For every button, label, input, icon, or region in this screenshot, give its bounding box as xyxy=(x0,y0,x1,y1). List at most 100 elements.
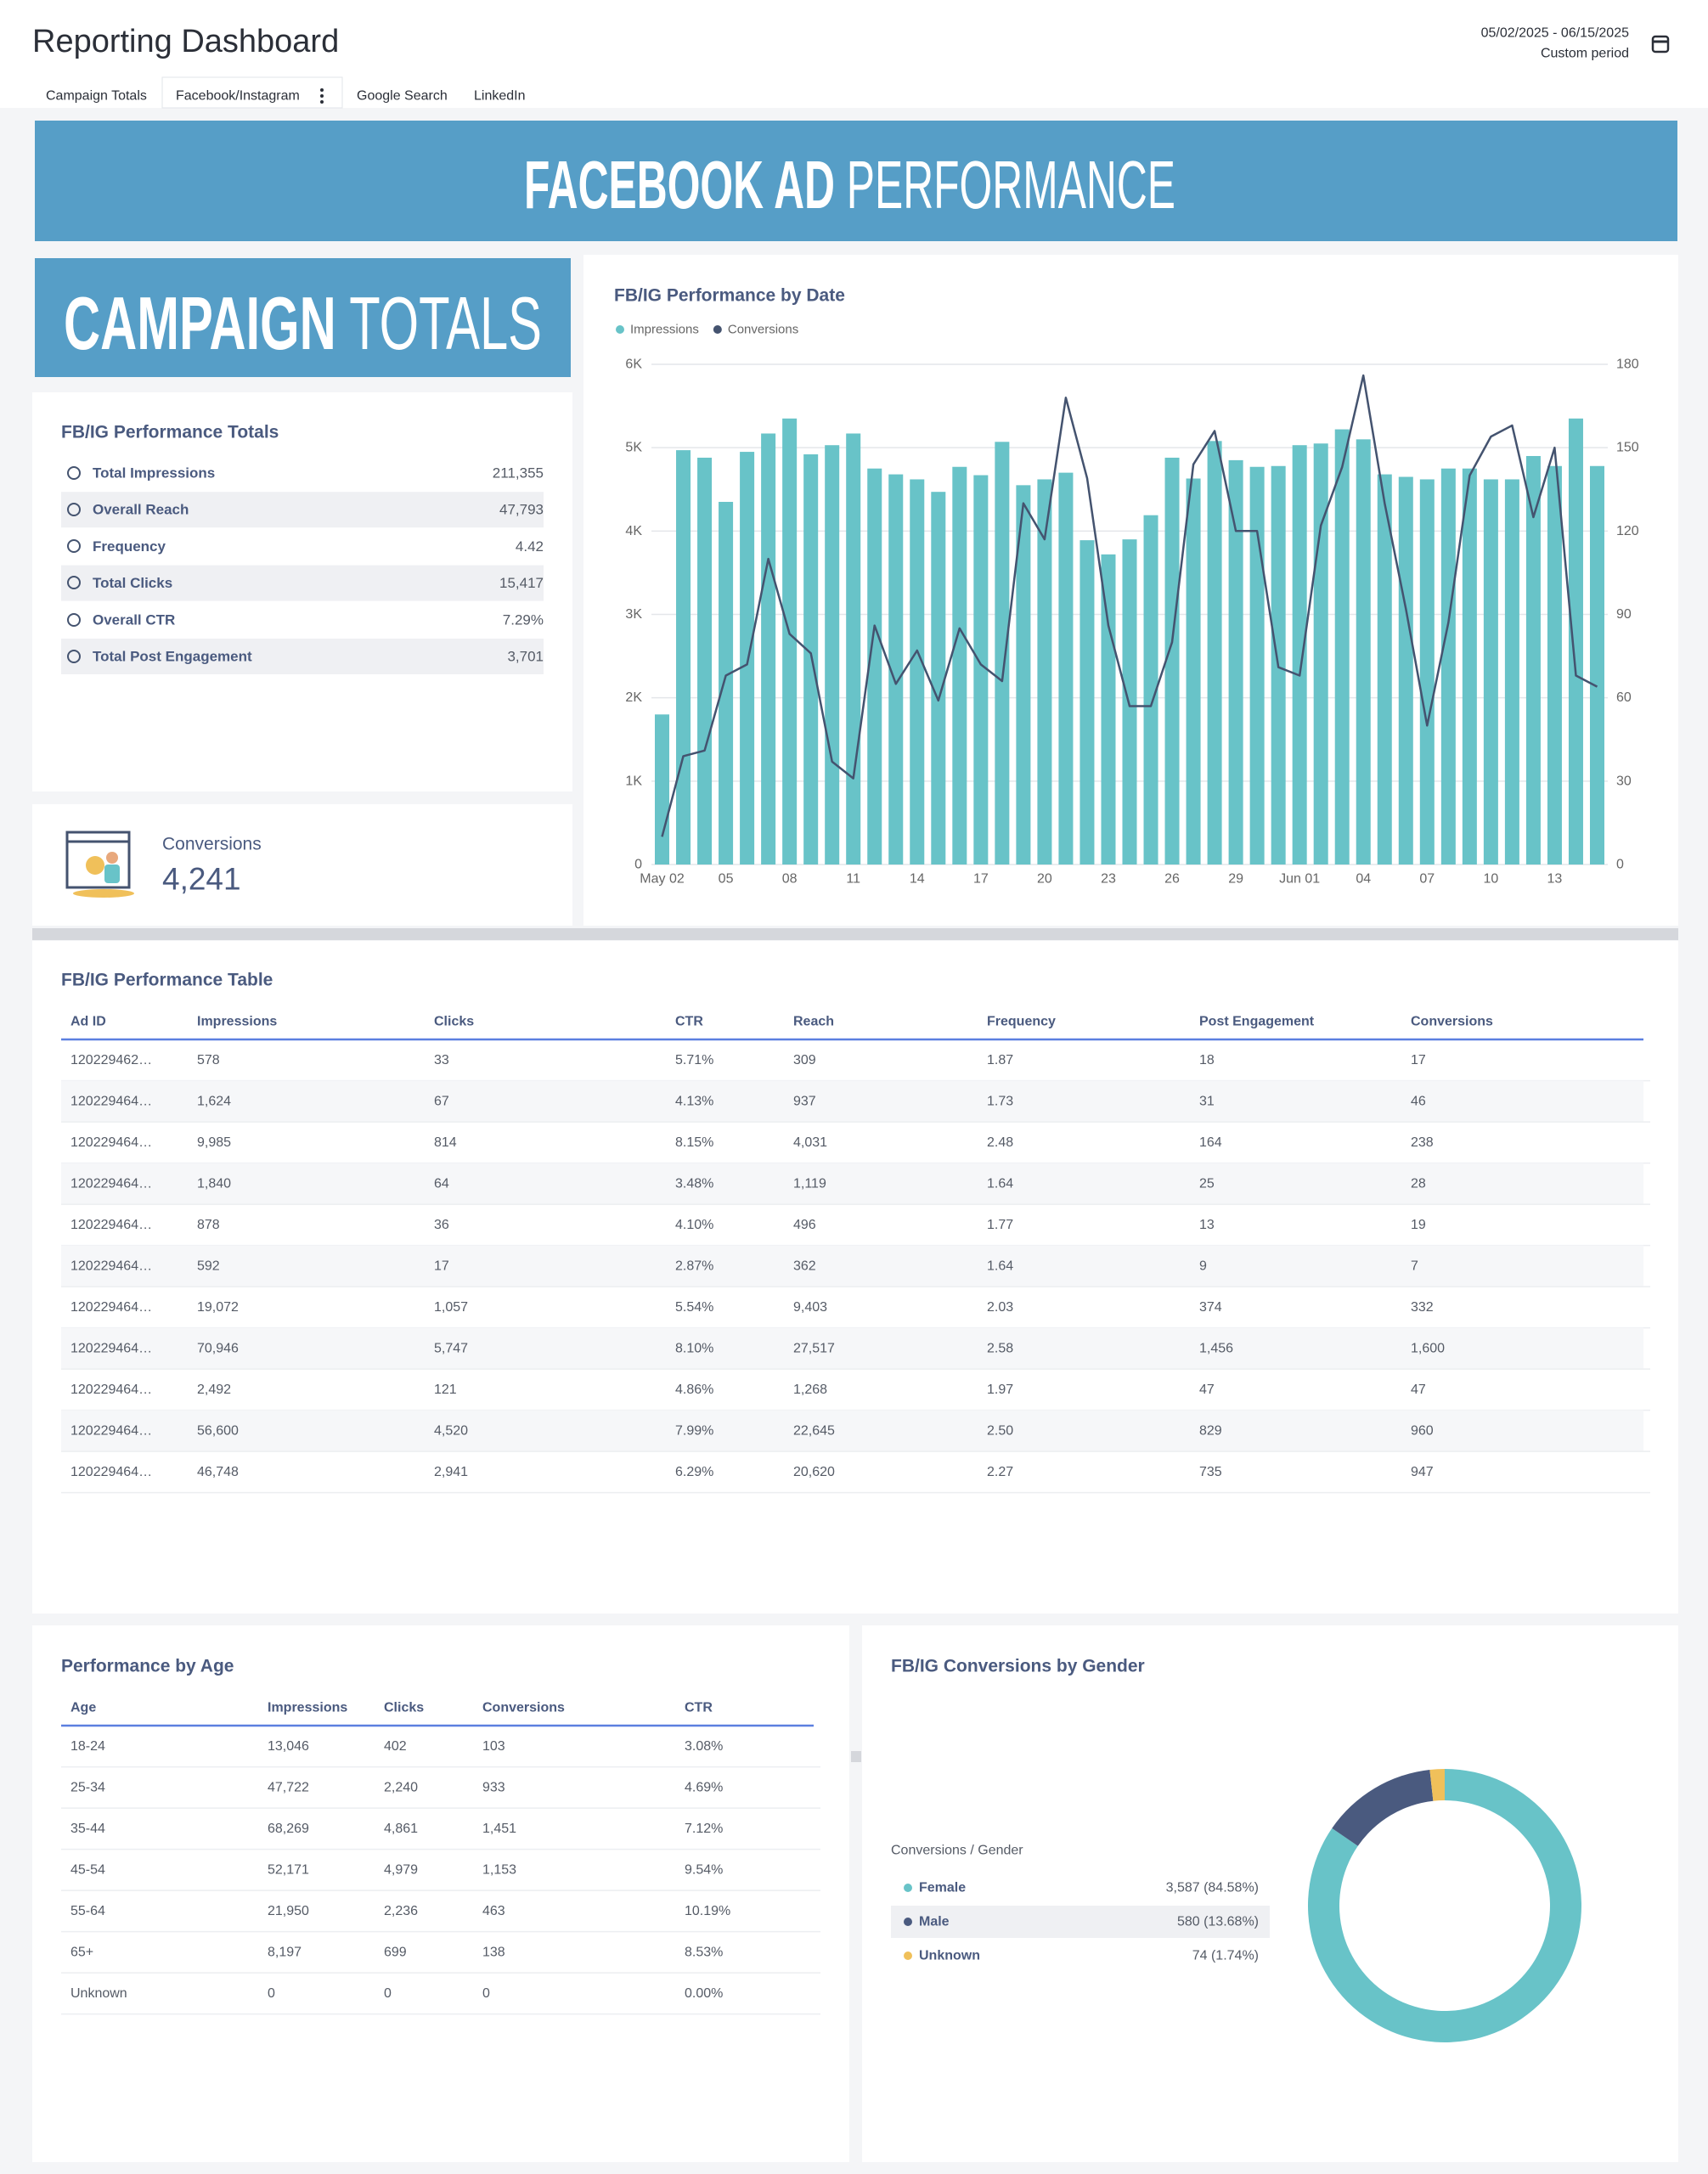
bar xyxy=(1228,459,1243,865)
cell: 933 xyxy=(482,1780,505,1794)
bar xyxy=(1207,441,1222,865)
cell: 5,747 xyxy=(434,1341,468,1355)
bar xyxy=(676,450,691,865)
bar xyxy=(697,457,713,865)
x-tick-label: May 02 xyxy=(640,872,685,887)
cell: 6.29% xyxy=(675,1465,713,1479)
cell: 2.58 xyxy=(987,1341,1013,1355)
column-header: Impressions xyxy=(197,1015,277,1029)
bar xyxy=(846,433,861,865)
bar xyxy=(1101,554,1116,865)
bar xyxy=(867,468,882,865)
column-header: Conversions xyxy=(482,1701,565,1715)
legend-label: Unknown xyxy=(919,1949,980,1963)
row-bg xyxy=(61,1245,1643,1287)
cell: 19,072 xyxy=(197,1300,239,1315)
cell: 17 xyxy=(1411,1053,1426,1067)
y-tick-label: 1K xyxy=(625,774,642,788)
cell: 332 xyxy=(1411,1300,1434,1315)
banner xyxy=(35,121,1677,241)
legend-value: 74 (1.74%) xyxy=(1192,1949,1259,1963)
bar xyxy=(1377,474,1392,865)
bar xyxy=(931,492,946,865)
tab-menu[interactable] xyxy=(320,88,324,104)
cell: 13 xyxy=(1199,1218,1215,1232)
cell: 2,941 xyxy=(434,1465,468,1479)
row-bg xyxy=(61,565,544,601)
cell: 1,600 xyxy=(1411,1341,1445,1355)
kpi-value: 4,241 xyxy=(162,862,241,897)
cell: 374 xyxy=(1199,1300,1222,1315)
cell: 1,624 xyxy=(197,1094,231,1108)
row-bg xyxy=(61,492,544,528)
bar xyxy=(1058,472,1074,865)
column-header: Frequency xyxy=(987,1015,1056,1029)
cell: 1.64 xyxy=(987,1259,1013,1273)
cell: 120229462… xyxy=(70,1053,152,1067)
cell: 36 xyxy=(434,1218,449,1232)
bar xyxy=(973,475,989,865)
legend-value: 580 (13.68%) xyxy=(1177,1915,1259,1929)
calendar-icon[interactable] xyxy=(1651,35,1670,54)
y-tick-label: 6K xyxy=(625,358,642,372)
cell: 2.87% xyxy=(675,1259,713,1273)
age-table: Age Impressions Clicks Conversions CTR 18-24 1… xyxy=(61,1701,820,2015)
y2-tick-label: 0 xyxy=(1616,858,1624,872)
row-bg xyxy=(61,1163,1643,1204)
legend-marker xyxy=(904,1918,912,1926)
cell: 20,620 xyxy=(793,1465,835,1479)
metric-value: 211,355 xyxy=(493,465,544,482)
cell: 402 xyxy=(384,1739,407,1754)
tab[interactable]: Google Search xyxy=(357,89,448,104)
cell: 31 xyxy=(1199,1094,1215,1108)
cell: 496 xyxy=(793,1218,816,1232)
y2-tick-label: 120 xyxy=(1616,524,1639,538)
cell: 52,171 xyxy=(268,1862,309,1877)
cell: 21,950 xyxy=(268,1904,309,1918)
cell: 8,197 xyxy=(268,1945,302,1959)
x-tick-label: Jun 01 xyxy=(1279,872,1320,887)
bar xyxy=(740,452,755,865)
cell: 0 xyxy=(268,1986,275,2001)
date-range[interactable]: 05/02/2025 - 06/15/2025 xyxy=(1481,26,1629,41)
bar xyxy=(1292,445,1307,865)
cell: 7 xyxy=(1411,1259,1418,1273)
cell: 238 xyxy=(1411,1135,1434,1150)
cell: 120229464… xyxy=(70,1423,152,1438)
cell: 1.87 xyxy=(987,1053,1013,1067)
cell: 1.77 xyxy=(987,1218,1013,1232)
cell: 309 xyxy=(793,1053,816,1067)
cell: 68,269 xyxy=(268,1822,309,1836)
bar xyxy=(888,474,904,865)
cell: 7.99% xyxy=(675,1423,713,1438)
tab[interactable]: Facebook/Instagram xyxy=(176,89,300,104)
divider xyxy=(32,928,1678,940)
x-tick-label: 29 xyxy=(1228,872,1243,887)
cell: 5.71% xyxy=(675,1053,713,1067)
cell: 46 xyxy=(1411,1094,1426,1108)
x-tick-label: 04 xyxy=(1356,872,1371,887)
gender-card xyxy=(862,1625,1678,2162)
bar xyxy=(1249,466,1265,865)
column-header: CTR xyxy=(675,1015,703,1029)
column-header: Post Engagement xyxy=(1199,1015,1315,1029)
combo-chart: 0 1K 2K 3K 4K 5K 6K 0 30 60 90 120 150 180 May 02 05 08 1… xyxy=(616,323,1639,887)
active-tab xyxy=(161,76,343,109)
column-header: Age xyxy=(70,1701,96,1715)
cell: 10.19% xyxy=(685,1904,730,1918)
resize-handle[interactable] xyxy=(851,1751,861,1762)
tab[interactable]: Campaign Totals xyxy=(46,89,147,104)
cell: 960 xyxy=(1411,1423,1434,1438)
metric-label: Overall Reach xyxy=(93,502,189,518)
cell: 735 xyxy=(1199,1465,1222,1479)
bar xyxy=(1143,515,1158,865)
column-header: Reach xyxy=(793,1015,834,1029)
bar xyxy=(1122,539,1137,865)
cell: 2,492 xyxy=(197,1383,231,1397)
cell: 1,451 xyxy=(482,1822,516,1836)
metric-value: 3,701 xyxy=(507,649,544,665)
period[interactable]: Custom period xyxy=(1541,47,1629,61)
cell: 2.27 xyxy=(987,1465,1013,1479)
tab[interactable]: LinkedIn xyxy=(474,89,526,104)
y-tick-label: 3K xyxy=(625,607,642,622)
